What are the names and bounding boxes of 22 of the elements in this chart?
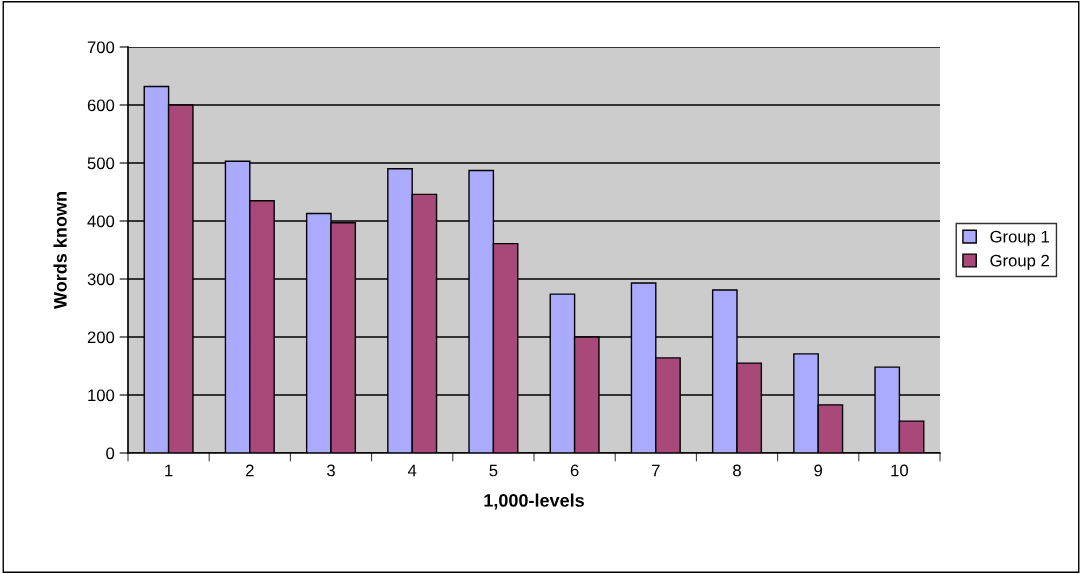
- y-tick-label: 200: [87, 331, 115, 344]
- x-tick-label: 9: [814, 464, 823, 477]
- x-tick-label: 2: [246, 464, 254, 477]
- x-tick-label: 8: [733, 464, 741, 477]
- x-axis-title: 1,000-levels: [484, 493, 584, 510]
- x-tick-label: 4: [407, 464, 417, 477]
- y-tick-label: 700: [87, 41, 115, 54]
- y-tick-label: 100: [88, 389, 115, 402]
- x-tick-label: 1: [165, 464, 173, 477]
- x-tick-label: 6: [570, 464, 579, 477]
- y-tick-label: 500: [87, 157, 115, 170]
- x-tick-label: 7: [652, 464, 660, 477]
- x-tick-label: 3: [327, 464, 335, 477]
- x-tick-label: 10: [891, 464, 909, 477]
- y-tick-label: 0: [106, 447, 115, 460]
- x-tick-label: 5: [489, 464, 498, 477]
- legend-label: Group 2: [990, 254, 1049, 270]
- y-axis-title: Words known: [53, 192, 67, 309]
- y-tick-label: 600: [87, 99, 115, 112]
- legend-label: Group 1: [990, 230, 1049, 246]
- y-tick-label: 400: [87, 215, 115, 228]
- y-tick-label: 300: [87, 273, 115, 286]
